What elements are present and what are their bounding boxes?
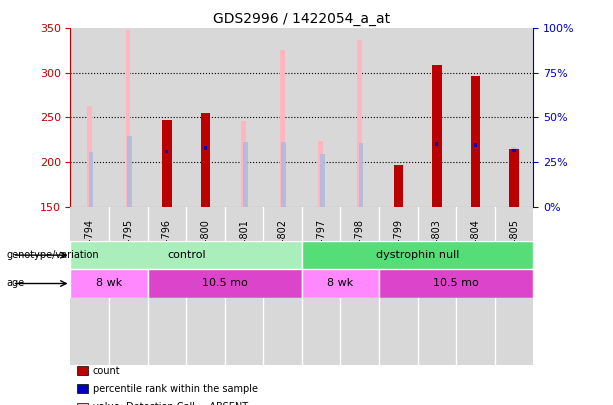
Text: 10.5 mo: 10.5 mo [433, 279, 479, 288]
Bar [70, 28, 109, 207]
Title: GDS2996 / 1422054_a_at: GDS2996 / 1422054_a_at [213, 12, 390, 26]
Bar [109, 207, 148, 364]
Bar [109, 28, 148, 207]
Text: GSM24797: GSM24797 [316, 219, 326, 272]
Bar [302, 207, 340, 364]
Bar [148, 207, 186, 364]
Bar [70, 207, 109, 364]
Bar [417, 28, 456, 207]
Bar [186, 207, 225, 364]
Bar [379, 28, 417, 207]
Text: GSM24801: GSM24801 [239, 219, 249, 272]
Bar [302, 269, 379, 298]
Bar [148, 28, 186, 207]
Text: age: age [6, 279, 25, 288]
Bar [379, 269, 533, 298]
Bar [302, 28, 340, 207]
Bar [166, 149, 169, 153]
Bar [225, 28, 264, 207]
Bar [512, 149, 516, 152]
Bar [436, 143, 440, 207]
Text: count: count [93, 366, 120, 375]
Bar [511, 147, 516, 207]
Text: GSM24796: GSM24796 [162, 219, 172, 272]
Bar [340, 28, 379, 207]
Bar [70, 269, 148, 298]
Bar [70, 241, 302, 269]
Bar [302, 241, 533, 269]
Bar [200, 113, 210, 207]
Text: GSM24802: GSM24802 [278, 219, 287, 272]
Text: GSM24795: GSM24795 [123, 219, 134, 272]
Bar [242, 121, 246, 207]
Bar [87, 106, 92, 207]
Text: GSM24794: GSM24794 [85, 219, 95, 272]
Bar [379, 207, 417, 364]
Bar [264, 207, 302, 364]
Bar [474, 145, 479, 207]
Bar [204, 146, 207, 149]
Bar [89, 152, 93, 207]
Bar [435, 143, 438, 146]
Bar [225, 207, 264, 364]
Bar [204, 143, 209, 207]
Text: control: control [167, 250, 205, 260]
Bar [513, 148, 517, 207]
Text: 8 wk: 8 wk [327, 279, 354, 288]
Text: GSM24804: GSM24804 [470, 219, 481, 272]
Bar [474, 143, 477, 147]
Bar [456, 207, 495, 364]
Bar [359, 143, 364, 207]
Bar [394, 165, 403, 207]
Bar [471, 77, 480, 207]
Text: value, Detection Call = ABSENT: value, Detection Call = ABSENT [93, 402, 248, 405]
Bar [264, 28, 302, 207]
Text: dystrophin null: dystrophin null [376, 250, 459, 260]
Bar [127, 136, 132, 207]
Text: GSM24803: GSM24803 [432, 219, 442, 272]
Bar [357, 40, 362, 207]
Text: GSM24805: GSM24805 [509, 219, 519, 272]
Bar [186, 28, 225, 207]
Bar [340, 207, 379, 364]
Bar [148, 269, 302, 298]
Bar [164, 153, 169, 207]
Bar [495, 28, 533, 207]
Text: GSM24798: GSM24798 [355, 219, 365, 272]
Bar [432, 65, 442, 207]
Text: genotype/variation: genotype/variation [6, 250, 99, 260]
Text: GSM24800: GSM24800 [200, 219, 210, 272]
Bar [319, 141, 323, 207]
Bar [280, 50, 284, 207]
Bar [243, 143, 248, 207]
Bar [456, 28, 495, 207]
Text: 8 wk: 8 wk [96, 279, 122, 288]
Text: GSM24799: GSM24799 [394, 219, 403, 272]
Bar [495, 207, 533, 364]
Bar [509, 149, 519, 207]
Bar [281, 143, 286, 207]
Bar [203, 145, 207, 207]
Bar [320, 154, 325, 207]
Text: 10.5 mo: 10.5 mo [202, 279, 248, 288]
Bar [162, 120, 172, 207]
Bar [417, 207, 456, 364]
Text: percentile rank within the sample: percentile rank within the sample [93, 384, 257, 394]
Bar [126, 30, 131, 207]
